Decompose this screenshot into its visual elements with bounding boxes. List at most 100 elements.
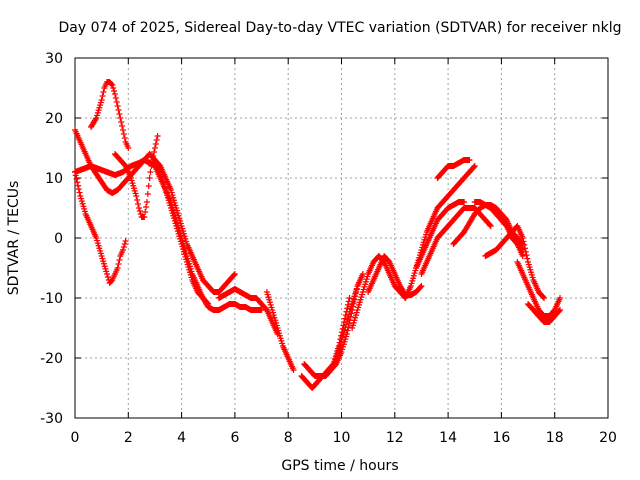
series-track-11: [322, 271, 366, 379]
series-track-14: [365, 253, 425, 298]
data-point: [349, 307, 356, 313]
data-point: [135, 201, 142, 207]
data-point: [341, 315, 348, 322]
series-track-9: [263, 289, 297, 373]
series-track-19: [471, 199, 526, 253]
data-point: [518, 246, 525, 253]
data-point: [523, 252, 530, 259]
y-tick-label: -10: [40, 291, 63, 307]
x-tick-label: 18: [546, 430, 564, 446]
data-point: [487, 223, 494, 229]
data-point: [154, 133, 161, 139]
data-point: [111, 88, 118, 94]
data-point: [351, 296, 358, 303]
data-point: [347, 313, 354, 320]
data-point: [120, 131, 127, 137]
data-point: [541, 295, 548, 301]
data-point: [141, 214, 148, 220]
data-point: [350, 300, 357, 307]
series-track-6: [151, 157, 238, 295]
y-tick-label: 30: [45, 51, 63, 67]
data-point: [113, 99, 120, 105]
y-tick-label: -30: [40, 411, 63, 427]
data-point: [519, 253, 526, 259]
data-point: [110, 85, 117, 91]
data-point: [142, 209, 149, 215]
x-tick-label: 2: [124, 430, 133, 446]
axis-ticks: 0 2 4 6 8 10 12 14 16 18 20 -30 -20 -10 0 10 20 30: [40, 51, 617, 446]
series-track-3: [87, 79, 132, 151]
data-point: [74, 179, 81, 186]
data-point: [540, 294, 547, 301]
y-tick-label: 20: [45, 111, 63, 127]
series-track-7: [215, 286, 281, 337]
data-point: [348, 310, 355, 317]
data-point: [99, 93, 106, 99]
data-point: [119, 247, 126, 253]
x-tick-label: 16: [492, 430, 510, 446]
data-point: [556, 307, 563, 314]
data-point: [345, 324, 352, 331]
data-point: [344, 301, 351, 308]
series-track-21: [514, 259, 564, 319]
data-point: [100, 89, 107, 95]
data-point: [108, 81, 115, 87]
x-axis-label: GPS time / hours: [281, 458, 398, 474]
data-point: [344, 327, 351, 334]
data-point: [146, 175, 153, 181]
data-point: [151, 145, 158, 151]
data-point: [143, 204, 150, 210]
data-point: [116, 257, 123, 263]
data-point: [151, 149, 158, 155]
x-tick-label: 10: [333, 430, 351, 446]
x-tick-label: 20: [599, 430, 617, 446]
data-point: [115, 261, 122, 267]
data-point: [352, 289, 359, 296]
x-tick-label: 8: [284, 430, 293, 446]
data-point: [104, 274, 111, 280]
data-point: [522, 248, 529, 255]
data-point: [112, 95, 119, 101]
x-tick-label: 12: [386, 430, 404, 446]
data-point: [418, 283, 425, 289]
x-tick-label: 4: [177, 430, 186, 446]
data-point: [470, 163, 477, 170]
data-point: [121, 241, 128, 247]
data-point: [522, 245, 529, 252]
data-point: [75, 182, 82, 189]
x-tick-label: 14: [439, 430, 457, 446]
data-point: [109, 82, 116, 88]
grid: [75, 58, 608, 418]
data-point: [134, 197, 141, 203]
y-tick-label: -20: [40, 351, 63, 367]
data-point: [145, 183, 152, 189]
data-point: [258, 307, 265, 313]
data-point: [461, 199, 468, 205]
y-tick-label: 0: [54, 231, 63, 247]
data-point: [352, 293, 359, 300]
data-point: [122, 238, 129, 244]
data-point: [143, 199, 150, 205]
data-point: [103, 271, 110, 277]
data-point: [290, 367, 297, 373]
data-point: [417, 283, 424, 290]
data-point: [75, 186, 82, 193]
data-point: [466, 157, 473, 163]
data-point: [150, 153, 157, 159]
data-point: [153, 137, 160, 143]
x-tick-label: 0: [71, 430, 80, 446]
data-point: [117, 115, 124, 121]
series-track-2: [72, 169, 129, 286]
series-track-23: [434, 157, 473, 181]
data-point: [349, 303, 356, 310]
data-point: [359, 271, 366, 277]
data-point: [114, 265, 121, 271]
y-axis-label: SDTVAR / TECUs: [6, 181, 22, 296]
data-point: [125, 145, 132, 151]
series-track-16: [413, 199, 468, 271]
data-point: [354, 283, 361, 289]
data-point: [76, 189, 83, 196]
data-point: [114, 103, 121, 109]
data-point: [519, 235, 526, 241]
